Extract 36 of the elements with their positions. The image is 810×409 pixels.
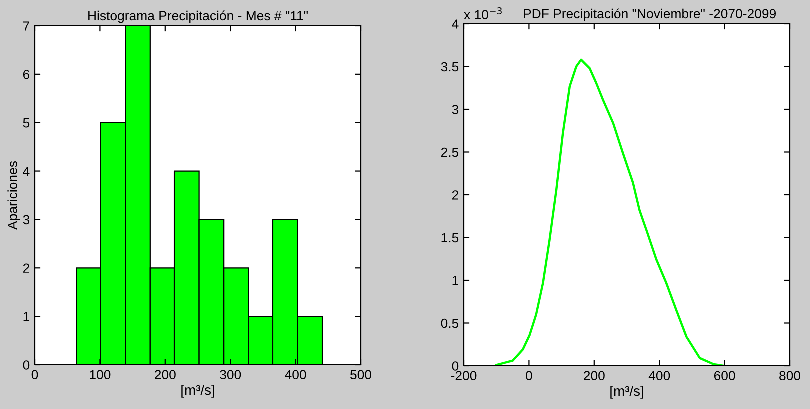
y-tick-label: 2 <box>23 264 30 273</box>
y-tick-label: 3 <box>23 215 30 225</box>
y-tick-label: 0.5 <box>441 318 459 328</box>
y-tick-label: 1 <box>452 276 458 286</box>
x-tick-label: -200 <box>451 371 477 381</box>
x-tick-label: 400 <box>648 371 670 381</box>
x-tick-label: 400 <box>285 370 306 380</box>
x-tick-label: 800 <box>780 371 800 381</box>
y-tick-label: 1.5 <box>442 233 459 243</box>
y-tick-label: 1 <box>24 312 30 322</box>
x-tick-label: 0 <box>526 371 532 381</box>
chart-title: PDF Precipitación "Noviembre" -2070-2099 <box>524 8 776 22</box>
y-tick-label: 6 <box>23 70 30 80</box>
x-tick-label: 500 <box>350 370 372 380</box>
y-axis-title: Apariciones <box>8 162 20 230</box>
y-tick-label: 0 <box>23 360 30 370</box>
x-tick-label: 200 <box>155 370 176 380</box>
x-axis-title: [m³/s] <box>182 384 214 398</box>
y-tick-label: 4 <box>452 20 459 29</box>
y-tick-label: 2.5 <box>441 148 459 158</box>
x-tick-label: 600 <box>714 371 736 381</box>
y-tick-label: 0 <box>452 362 459 371</box>
x-axis-title: [m³/s] <box>610 386 644 399</box>
y-tick-label: 5 <box>23 118 30 128</box>
x-tick-label: 300 <box>220 370 242 380</box>
text: x 10$^{−3}$ <box>464 8 502 20</box>
y-tick-label: 3 <box>452 105 459 114</box>
y-tick-label: 2 <box>452 190 458 200</box>
line-series <box>495 58 726 366</box>
chart-title: Histograma Precipitación - Mes # "11" <box>88 10 308 24</box>
y-tick-label: 4 <box>23 166 30 176</box>
x-tick-label: 100 <box>90 370 111 380</box>
y-tick-label: 3.5 <box>441 62 459 72</box>
y-tick-label: 7 <box>23 22 30 31</box>
x-tick-label: 0 <box>32 370 38 380</box>
x-tick-label: 200 <box>584 371 605 381</box>
